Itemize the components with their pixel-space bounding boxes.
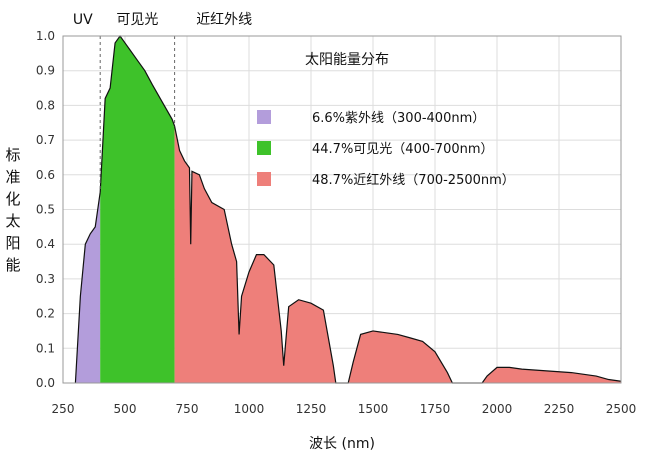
region-boundaries — [99, 36, 176, 193]
spectrum-band — [100, 36, 175, 383]
y-tick-label: 0.1 — [36, 341, 55, 355]
y-tick-label: 0.5 — [36, 203, 55, 217]
y-axis-label-char: 能 — [5, 256, 20, 274]
plot-frame — [62, 35, 622, 384]
y-tick-label: 1.0 — [36, 29, 55, 43]
x-tick-label: 1250 — [296, 402, 327, 416]
spectrum-outline — [74, 34, 622, 384]
x-tick-label: 2500 — [606, 402, 637, 416]
y-axis-label-char: 太 — [5, 212, 20, 230]
legend-swatch — [257, 141, 271, 155]
x-tick-label: 1750 — [420, 402, 451, 416]
y-tick-label: 0.6 — [36, 168, 55, 182]
y-axis-label-char: 标 — [5, 146, 20, 164]
legend-label: 6.6%紫外线（300-400nm） — [312, 111, 485, 126]
x-tick-label: 750 — [176, 402, 199, 416]
spectrum-band — [75, 192, 101, 383]
x-axis-label: 波长 (nm) — [309, 436, 375, 452]
y-tick-label: 0.2 — [36, 307, 55, 321]
y-axis-label-char: 化 — [5, 190, 20, 208]
x-tick-label: 1000 — [234, 402, 265, 416]
y-tick-label: 0.7 — [36, 133, 55, 147]
axes: 0.0 0.1 0.2 0.3 0.4 0.5 0.6 0.7 0.8 0.9 1.0 250 500 7… — [36, 29, 636, 416]
legend-label: 48.7%近红外线（700-2500nm） — [312, 172, 515, 188]
x-tick-label: 1500 — [358, 402, 389, 416]
spectrum-areas — [74, 34, 622, 384]
region-label: 近红外线 — [196, 12, 252, 28]
x-tick-label: 2000 — [482, 402, 513, 416]
x-tick-label: 500 — [114, 402, 137, 416]
y-axis-label-char: 阳 — [5, 234, 20, 252]
region-labels: UV 可见光 近红外线 — [73, 12, 252, 28]
region-label: UV — [73, 12, 93, 28]
spectrum-band — [174, 126, 621, 383]
legend-swatch — [257, 110, 271, 124]
x-tick-label: 2250 — [544, 402, 575, 416]
x-tick-label: 250 — [52, 402, 75, 416]
legend-swatch — [257, 172, 271, 186]
region-label: 可见光 — [116, 12, 158, 28]
chart-title: 太阳能量分布 — [305, 52, 389, 68]
y-tick-label: 0.3 — [36, 272, 55, 286]
legend: 6.6%紫外线（300-400nm） 44.7%可见光（400-700nm） 48.… — [257, 110, 515, 188]
y-tick-label: 0.4 — [36, 237, 55, 251]
y-tick-label: 0.8 — [36, 98, 55, 112]
y-tick-label: 0.0 — [36, 376, 55, 390]
y-tick-label: 0.9 — [36, 64, 55, 78]
legend-label: 44.7%可见光（400-700nm） — [312, 142, 494, 157]
y-axis-label-char: 准 — [5, 168, 20, 186]
